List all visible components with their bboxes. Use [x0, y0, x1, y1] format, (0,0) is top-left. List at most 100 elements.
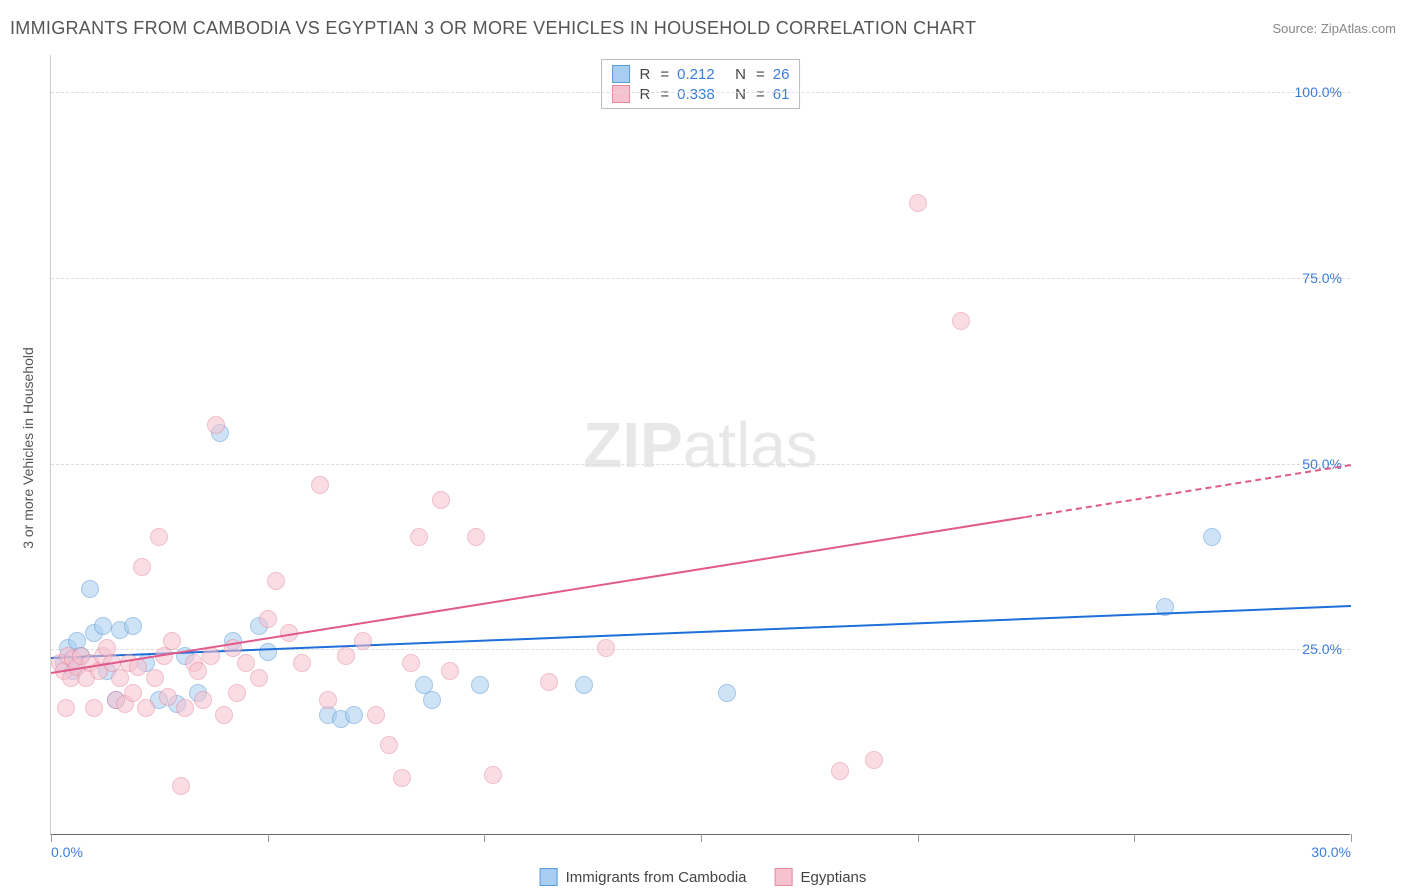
title-bar: IMMIGRANTS FROM CAMBODIA VS EGYPTIAN 3 O…: [10, 18, 1396, 39]
data-point: [81, 580, 99, 598]
series-2-swatch: [612, 85, 630, 103]
source-attribution: Source: ZipAtlas.com: [1272, 21, 1396, 36]
data-point: [163, 632, 181, 650]
data-point: [393, 769, 411, 787]
data-point: [865, 751, 883, 769]
data-point: [467, 528, 485, 546]
x-tick-label: 30.0%: [1311, 844, 1351, 860]
trend-line: [1026, 464, 1351, 518]
series-1-swatch: [540, 868, 558, 886]
series-1-n-value: 26: [773, 66, 790, 83]
series-2-legend-label: Egyptians: [801, 869, 867, 886]
data-point: [484, 766, 502, 784]
data-point: [124, 684, 142, 702]
equals-sign: =: [756, 86, 765, 103]
series-1-swatch: [612, 65, 630, 83]
data-point: [402, 654, 420, 672]
x-tick: [918, 834, 919, 842]
grid-line: [51, 278, 1350, 279]
data-point: [1203, 528, 1221, 546]
r-label: R: [640, 86, 651, 103]
series-1-r-value: 0.212: [677, 66, 725, 83]
data-point: [202, 647, 220, 665]
data-point: [137, 699, 155, 717]
data-point: [237, 654, 255, 672]
data-point: [267, 572, 285, 590]
data-point: [575, 676, 593, 694]
data-point: [215, 706, 233, 724]
data-point: [471, 676, 489, 694]
series-2-r-value: 0.338: [677, 86, 725, 103]
data-point: [146, 669, 164, 687]
x-tick-label: 0.0%: [51, 844, 83, 860]
data-point: [540, 673, 558, 691]
series-1-legend-label: Immigrants from Cambodia: [566, 869, 747, 886]
n-label: N: [735, 66, 746, 83]
plot-area: ZIPatlas R = 0.212 N = 26 R = 0.338 N = …: [50, 55, 1350, 835]
x-tick: [701, 834, 702, 842]
y-axis-label: 3 or more Vehicles in Household: [20, 347, 36, 549]
legend-item-series-2: Egyptians: [775, 868, 867, 886]
grid-line: [51, 464, 1350, 465]
series-2-swatch: [775, 868, 793, 886]
data-point: [133, 558, 151, 576]
data-point: [597, 639, 615, 657]
data-point: [57, 699, 75, 717]
x-tick: [1351, 834, 1352, 842]
x-tick: [268, 834, 269, 842]
data-point: [207, 416, 225, 434]
data-point: [909, 194, 927, 212]
x-tick: [484, 834, 485, 842]
data-point: [311, 476, 329, 494]
y-tick-label: 100.0%: [1295, 84, 1342, 100]
data-point: [952, 312, 970, 330]
equals-sign: =: [660, 86, 669, 103]
data-point: [189, 662, 207, 680]
legend-item-series-1: Immigrants from Cambodia: [540, 868, 747, 886]
trend-line: [51, 605, 1351, 659]
series-2-n-value: 61: [773, 86, 790, 103]
x-tick: [1134, 834, 1135, 842]
grid-line: [51, 92, 1350, 93]
y-tick-label: 75.0%: [1302, 270, 1342, 286]
data-point: [94, 617, 112, 635]
data-point: [345, 706, 363, 724]
bottom-legend: Immigrants from Cambodia Egyptians: [540, 868, 867, 886]
data-point: [367, 706, 385, 724]
data-point: [718, 684, 736, 702]
data-point: [228, 684, 246, 702]
data-point: [423, 691, 441, 709]
data-point: [831, 762, 849, 780]
data-point: [293, 654, 311, 672]
data-point: [124, 617, 142, 635]
data-point: [159, 688, 177, 706]
equals-sign: =: [660, 66, 669, 83]
watermark: ZIPatlas: [583, 408, 818, 482]
data-point: [354, 632, 372, 650]
data-point: [259, 610, 277, 628]
stats-legend: R = 0.212 N = 26 R = 0.338 N = 61: [601, 59, 801, 109]
x-tick: [51, 834, 52, 842]
r-label: R: [640, 66, 651, 83]
data-point: [194, 691, 212, 709]
y-tick-label: 25.0%: [1302, 641, 1342, 657]
watermark-suffix: atlas: [683, 409, 818, 481]
data-point: [337, 647, 355, 665]
data-point: [85, 699, 103, 717]
n-label: N: [735, 86, 746, 103]
data-point: [172, 777, 190, 795]
data-point: [432, 491, 450, 509]
watermark-prefix: ZIP: [583, 409, 683, 481]
stats-row-series-1: R = 0.212 N = 26: [612, 64, 790, 84]
stats-row-series-2: R = 0.338 N = 61: [612, 84, 790, 104]
data-point: [380, 736, 398, 754]
data-point: [441, 662, 459, 680]
data-point: [250, 669, 268, 687]
data-point: [259, 643, 277, 661]
chart-container: IMMIGRANTS FROM CAMBODIA VS EGYPTIAN 3 O…: [0, 0, 1406, 892]
data-point: [150, 528, 168, 546]
data-point: [410, 528, 428, 546]
equals-sign: =: [756, 66, 765, 83]
chart-title: IMMIGRANTS FROM CAMBODIA VS EGYPTIAN 3 O…: [10, 18, 976, 39]
data-point: [319, 691, 337, 709]
